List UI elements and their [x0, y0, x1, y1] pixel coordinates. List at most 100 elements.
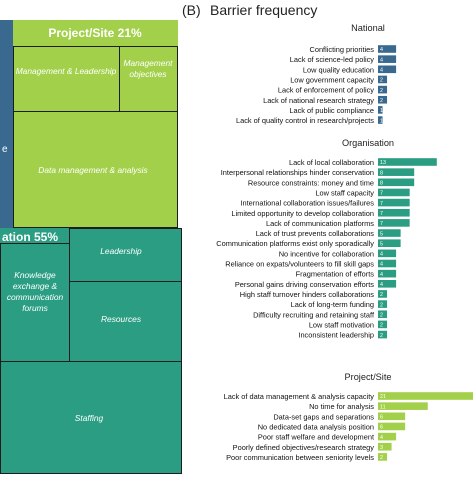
bar-value-label: 2 [380, 333, 383, 339]
bar [378, 219, 410, 227]
bar-label: Difficulty recruiting and retaining staf… [253, 310, 375, 319]
bar-label: Personal gains driving conservation effo… [235, 280, 374, 289]
tm-project-cell-data-mgmt [13, 111, 178, 228]
svg-text:exchange &: exchange & [13, 281, 58, 291]
bar [378, 392, 473, 400]
bar-label: No dedicated data analysis position [258, 422, 374, 431]
bar [378, 310, 388, 319]
tm-org-cell-leadership-label: Leadership [100, 246, 142, 256]
tm-project-label: Project/Site 21% [48, 26, 142, 40]
bar-label: Fragmentation of efforts [296, 270, 375, 279]
bar-value-label: 5 [380, 231, 383, 237]
bar-value-label: 4 [380, 68, 383, 74]
bar-label: High staff turnover hinders collaboratio… [240, 290, 375, 299]
bar-label: Data-set gaps and separations [273, 412, 374, 421]
bar-label: Resource constraints: money and time [248, 178, 374, 187]
bar [378, 239, 401, 247]
bar [378, 178, 415, 187]
tm-national-label: e [2, 144, 8, 155]
bar [378, 300, 388, 308]
group-heading-2: Project/Site [345, 372, 392, 382]
bar-label: No time for analysis [309, 402, 374, 411]
svg-text:Management: Management [124, 58, 174, 68]
bar-value-label: 1 [380, 118, 383, 124]
bar [378, 158, 437, 166]
barrier-frequency-panel: (B) Barrier frequency National Conflictin… [182, 0, 474, 474]
tm-project-cell-data-mgmt-label: Data management & analysis [38, 165, 148, 175]
group-heading-0: National [351, 23, 385, 33]
bar [378, 269, 397, 278]
bar-label: Lack of data management & analysis capac… [224, 392, 375, 401]
bar-value-label: 6 [380, 425, 383, 431]
organisation-block [0, 228, 182, 474]
bar-label: Poor staff welfare and development [258, 433, 374, 442]
tm-project-cell-mgmt-leadership-label: Management & Leadership [16, 66, 117, 76]
bar-value-label: 7 [380, 221, 383, 227]
bar-label: Lack of communication platforms [266, 219, 374, 228]
tm-org-cell-resources-label: Resources [101, 314, 142, 324]
bar-value-label: 4 [380, 435, 383, 441]
bar [378, 320, 388, 329]
bar-label: Communication platforms exist only spora… [216, 239, 374, 248]
bar [378, 453, 388, 461]
bar-value-label: 2 [380, 302, 383, 308]
panel-b-letter: (B) [182, 2, 201, 18]
bar-value-label: 4 [380, 47, 383, 53]
bar-value-label: 6 [380, 415, 383, 421]
bar-value-label: 2 [380, 312, 383, 318]
bar-label: Reliance on expats/volunteers to fill sk… [225, 260, 374, 269]
bar [378, 432, 397, 441]
bar-label: Low government capacity [290, 75, 374, 84]
bar-label: Interpersonal relationships hinder conse… [221, 168, 374, 177]
group-heading-1: Organisation [342, 138, 394, 148]
bar [378, 402, 428, 410]
bar [378, 229, 401, 237]
chart-title: Barrier frequency [210, 2, 317, 18]
bar [378, 280, 397, 288]
bar-value-label: 2 [380, 292, 383, 298]
tm-project-cell-mgmt-objectives-label: Management objectives [124, 58, 174, 79]
bar [378, 208, 410, 217]
bar-value-label: 4 [380, 57, 383, 63]
bar-label: Conflicting priorities [310, 45, 375, 54]
bar-label: No incentive for collaboration [279, 249, 374, 258]
project-block [13, 20, 178, 228]
bar-value-label: 4 [380, 272, 383, 278]
bar [378, 422, 406, 431]
bar [378, 259, 397, 268]
bar [378, 442, 392, 451]
bar-value-label: 2 [380, 323, 383, 329]
bar-value-label: 4 [380, 252, 383, 258]
bar [378, 249, 397, 258]
bar-label: Lack of enforcement of policy [278, 86, 374, 95]
bar-label: Lack of local collaboration [289, 158, 374, 167]
treemap-panel: e Project/Site 21% Management & Leadersh… [0, 0, 182, 474]
bar-value-label: 7 [380, 201, 383, 207]
svg-text:forums: forums [22, 303, 48, 313]
bar [378, 188, 410, 197]
bar-label: Lack of long-term funding [291, 300, 374, 309]
bar [378, 85, 388, 94]
bar [378, 55, 397, 63]
bar-label: Limited opportunity to develop collabora… [231, 209, 374, 218]
bar [378, 198, 410, 207]
bar-label: Lack of trust prevents collaborations [256, 229, 375, 238]
bar-label: International collaboration issues/failu… [240, 199, 374, 208]
tm-org-cell-knowledge-label: Knowledge exchange & communication forum… [7, 270, 64, 313]
national-block [0, 20, 13, 230]
bar-label: Poor communication between seniority lev… [226, 453, 374, 462]
bar [378, 45, 397, 53]
svg-text:communication: communication [7, 292, 64, 302]
bar-value-label: 2 [380, 455, 383, 461]
bar [378, 168, 415, 176]
bar-label: Inconsistent leadership [298, 331, 374, 340]
bar-value-label: 2 [380, 88, 383, 94]
bar [378, 95, 388, 104]
bar-value-label: 21 [380, 394, 386, 400]
bar-label: Lack of quality control in research/proj… [236, 116, 374, 125]
bar-value-label: 11 [380, 404, 386, 410]
bar [378, 106, 383, 114]
bar-value-label: 1 [380, 108, 383, 114]
tm-org-cell-staffing-label: Staffing [75, 413, 104, 423]
bar-value-label: 2 [380, 98, 383, 104]
